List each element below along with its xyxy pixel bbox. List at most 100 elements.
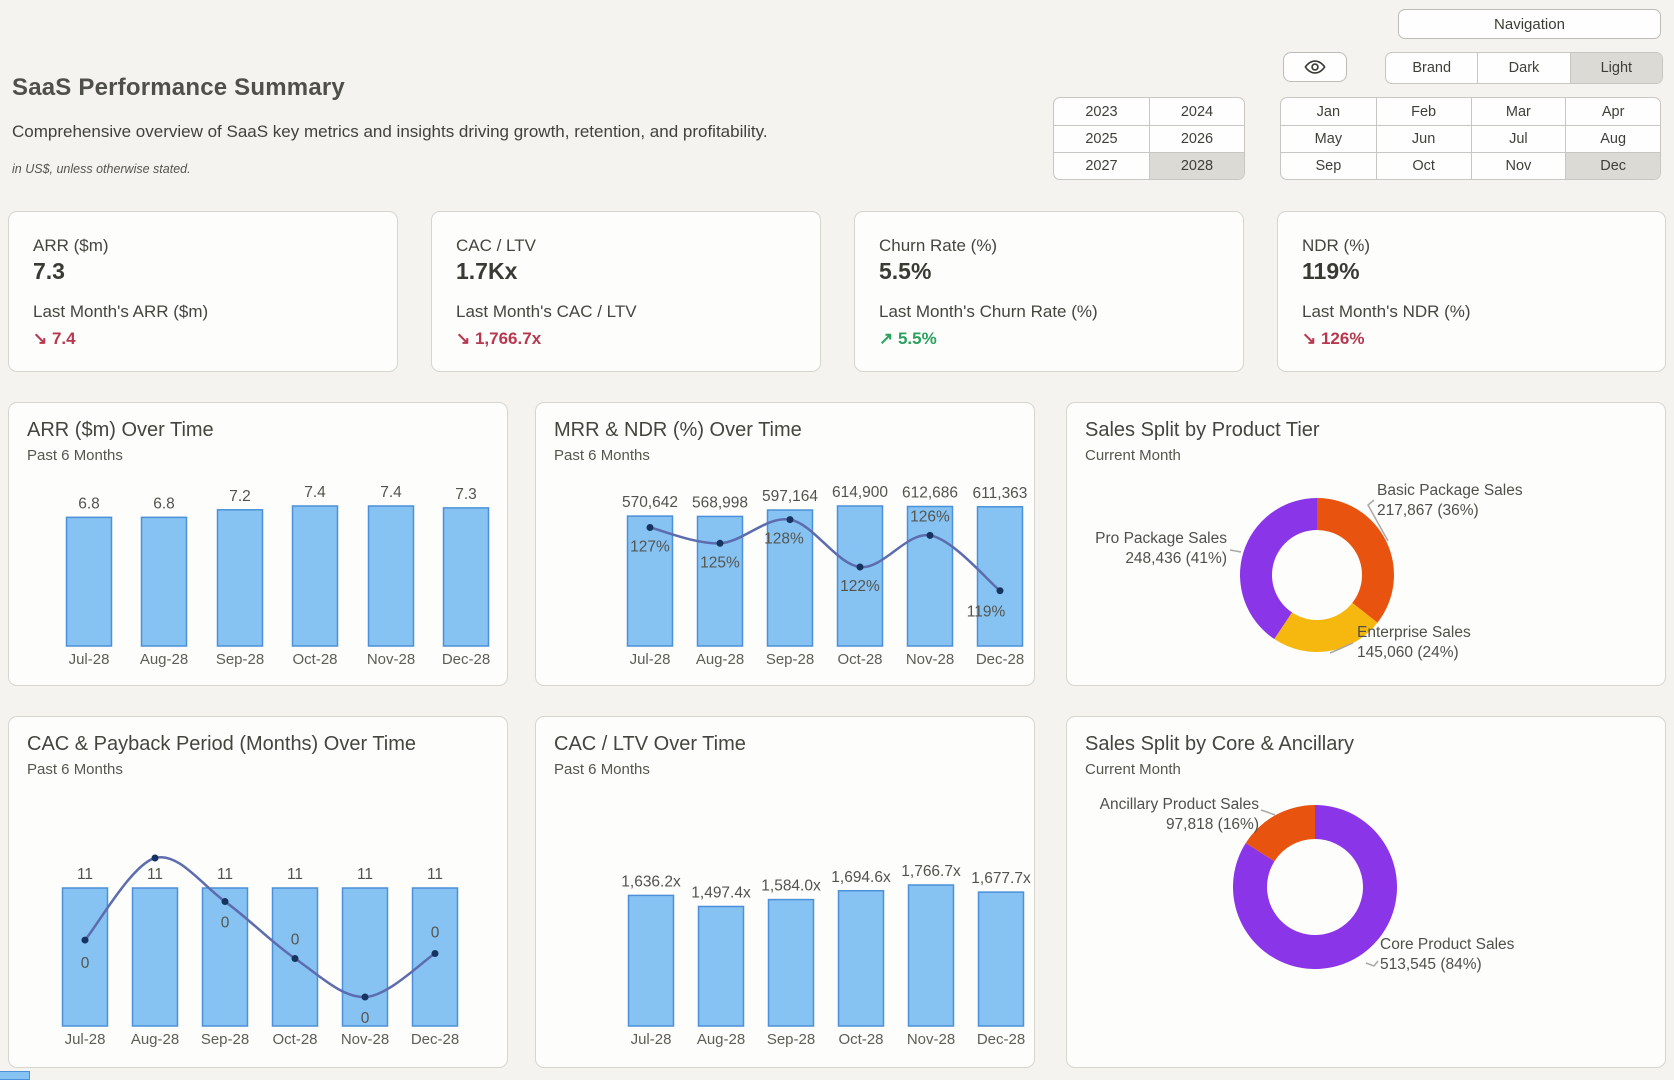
- chart-subtitle: Past 6 Months: [554, 447, 650, 464]
- page-subtitle: Comprehensive overview of SaaS key metri…: [12, 122, 768, 142]
- trend-arrow-down-icon: ↘: [33, 329, 52, 348]
- svg-text:0: 0: [361, 1010, 370, 1027]
- svg-text:126%: 126%: [910, 508, 950, 525]
- svg-text:Core Product Sales: Core Product Sales: [1380, 936, 1515, 953]
- kpi-value: 5.5%: [879, 258, 931, 285]
- kpi-trend-up: ↗ 5.5%: [879, 329, 937, 349]
- svg-text:248,436 (41%): 248,436 (41%): [1125, 550, 1227, 567]
- kpi-card-3: Churn Rate (%)5.5%Last Month's Churn Rat…: [854, 211, 1244, 372]
- svg-text:Dec-28: Dec-28: [976, 651, 1024, 668]
- product-tier-donut-plot: Basic Package Sales217,867 (36%)Enterpri…: [1067, 403, 1665, 685]
- svg-text:Aug-28: Aug-28: [140, 651, 188, 668]
- mrr-ndr-chart-plot: 570,642Jul-28568,998Aug-28597,164Sep-286…: [536, 403, 1034, 685]
- year-cell-2026[interactable]: 2026: [1149, 125, 1244, 152]
- svg-text:Nov-28: Nov-28: [907, 1031, 955, 1048]
- theme-option-dark[interactable]: Dark: [1477, 53, 1569, 83]
- svg-text:11: 11: [287, 866, 303, 883]
- chart-subtitle: Current Month: [1085, 447, 1181, 464]
- month-cell-sep[interactable]: Sep: [1281, 152, 1376, 179]
- chart-title: CAC & Payback Period (Months) Over Time: [27, 733, 416, 756]
- svg-text:125%: 125%: [700, 554, 740, 571]
- month-cell-jun[interactable]: Jun: [1376, 125, 1471, 152]
- svg-text:Pro Package Sales: Pro Package Sales: [1095, 530, 1227, 547]
- svg-text:597,164: 597,164: [762, 488, 818, 505]
- chart-subtitle: Past 6 Months: [554, 761, 650, 778]
- svg-text:611,363: 611,363: [973, 485, 1028, 502]
- kpi-value: 119%: [1302, 258, 1360, 285]
- year-cell-2028[interactable]: 2028: [1149, 152, 1244, 179]
- svg-text:Nov-28: Nov-28: [341, 1031, 389, 1048]
- kpi-value: 1.7Kx: [456, 258, 517, 285]
- svg-text:Oct-28: Oct-28: [838, 1031, 883, 1048]
- svg-text:Oct-28: Oct-28: [292, 651, 337, 668]
- svg-text:1,584.0x: 1,584.0x: [761, 878, 821, 895]
- svg-text:0: 0: [81, 955, 90, 972]
- svg-text:Aug-28: Aug-28: [131, 1031, 179, 1048]
- kpi-sublabel: Last Month's NDR (%): [1302, 302, 1471, 322]
- trend-value: 5.5%: [898, 329, 937, 348]
- visibility-toggle-button[interactable]: [1283, 52, 1347, 82]
- svg-text:570,642: 570,642: [622, 494, 678, 511]
- chart-title: Sales Split by Product Tier: [1085, 419, 1320, 442]
- kpi-card-2: CAC / LTV1.7Kx Last Month's CAC / LTV ↘ 1,…: [431, 211, 821, 372]
- svg-text:Nov-28: Nov-28: [906, 651, 954, 668]
- cac-ltv-over-time-chart-card: 1,636.2xJul-281,497.4xAug-281,584.0xSep-…: [535, 716, 1035, 1068]
- year-cell-2024[interactable]: 2024: [1149, 98, 1244, 125]
- svg-text:128%: 128%: [764, 531, 804, 548]
- svg-text:1,694.6x: 1,694.6x: [831, 869, 891, 886]
- currency-note: in US$, unless otherwise stated.: [12, 162, 191, 176]
- kpi-trend-down: ↘ 1,766.7x: [456, 329, 541, 349]
- svg-text:217,867 (36%): 217,867 (36%): [1377, 502, 1479, 519]
- kpi-sublabel: Last Month's CAC / LTV: [456, 302, 637, 322]
- svg-text:Enterprise Sales: Enterprise Sales: [1357, 624, 1471, 641]
- svg-text:97,818 (16%): 97,818 (16%): [1166, 816, 1259, 833]
- svg-text:127%: 127%: [630, 539, 670, 556]
- navigation-button[interactable]: Navigation: [1398, 9, 1661, 39]
- kpi-label: NDR (%): [1302, 236, 1370, 256]
- svg-text:Sep-28: Sep-28: [766, 651, 814, 668]
- arr-over-time-chart-card: 6.8Jul-286.8Aug-287.2Sep-287.4Oct-287.4N…: [8, 402, 508, 686]
- svg-text:Sep-28: Sep-28: [216, 651, 264, 668]
- svg-text:145,060 (24%): 145,060 (24%): [1357, 644, 1459, 661]
- chart-subtitle: Past 6 Months: [27, 447, 123, 464]
- kpi-trend-down: ↘ 7.4: [33, 329, 76, 349]
- month-cell-dec[interactable]: Dec: [1565, 152, 1660, 179]
- trend-arrow-down-icon: ↘: [456, 329, 475, 348]
- month-cell-oct[interactable]: Oct: [1376, 152, 1471, 179]
- kpi-trend-down: ↘ 126%: [1302, 329, 1364, 349]
- page-title: SaaS Performance Summary: [12, 74, 345, 102]
- year-cell-2023[interactable]: 2023: [1054, 98, 1149, 125]
- svg-text:Nov-28: Nov-28: [367, 651, 415, 668]
- trend-value: 1,766.7x: [475, 329, 541, 348]
- svg-text:7.4: 7.4: [380, 484, 402, 501]
- navigation-button-label: Navigation: [1494, 16, 1565, 33]
- month-cell-may[interactable]: May: [1281, 125, 1376, 152]
- year-cell-2025[interactable]: 2025: [1054, 125, 1149, 152]
- month-cell-apr[interactable]: Apr: [1565, 98, 1660, 125]
- svg-text:Jul-28: Jul-28: [630, 651, 671, 668]
- month-cell-nov[interactable]: Nov: [1471, 152, 1566, 179]
- theme-option-brand[interactable]: Brand: [1386, 53, 1477, 83]
- svg-text:7.2: 7.2: [229, 488, 251, 505]
- svg-text:1,677.7x: 1,677.7x: [971, 870, 1031, 887]
- month-cell-feb[interactable]: Feb: [1376, 98, 1471, 125]
- theme-option-light[interactable]: Light: [1570, 53, 1662, 83]
- year-cell-2027[interactable]: 2027: [1054, 152, 1149, 179]
- trend-value: 7.4: [52, 329, 76, 348]
- kpi-label: CAC / LTV: [456, 236, 536, 256]
- eye-icon: [1304, 56, 1326, 78]
- svg-text:11: 11: [217, 866, 233, 883]
- month-cell-aug[interactable]: Aug: [1565, 125, 1660, 152]
- svg-text:7.4: 7.4: [304, 484, 326, 501]
- svg-text:513,545 (84%): 513,545 (84%): [1380, 956, 1482, 973]
- month-cell-jan[interactable]: Jan: [1281, 98, 1376, 125]
- month-cell-jul[interactable]: Jul: [1471, 125, 1566, 152]
- chart-title: CAC / LTV Over Time: [554, 733, 746, 756]
- kpi-label: ARR ($m): [33, 236, 109, 256]
- chart-subtitle: Past 6 Months: [27, 761, 123, 778]
- svg-text:7.3: 7.3: [455, 486, 477, 503]
- svg-text:Ancillary Product Sales: Ancillary Product Sales: [1100, 796, 1260, 813]
- month-picker: JanFebMarApr MayJunJulAug SepOctNovDec: [1280, 97, 1661, 180]
- svg-text:Sep-28: Sep-28: [767, 1031, 815, 1048]
- month-cell-mar[interactable]: Mar: [1471, 98, 1566, 125]
